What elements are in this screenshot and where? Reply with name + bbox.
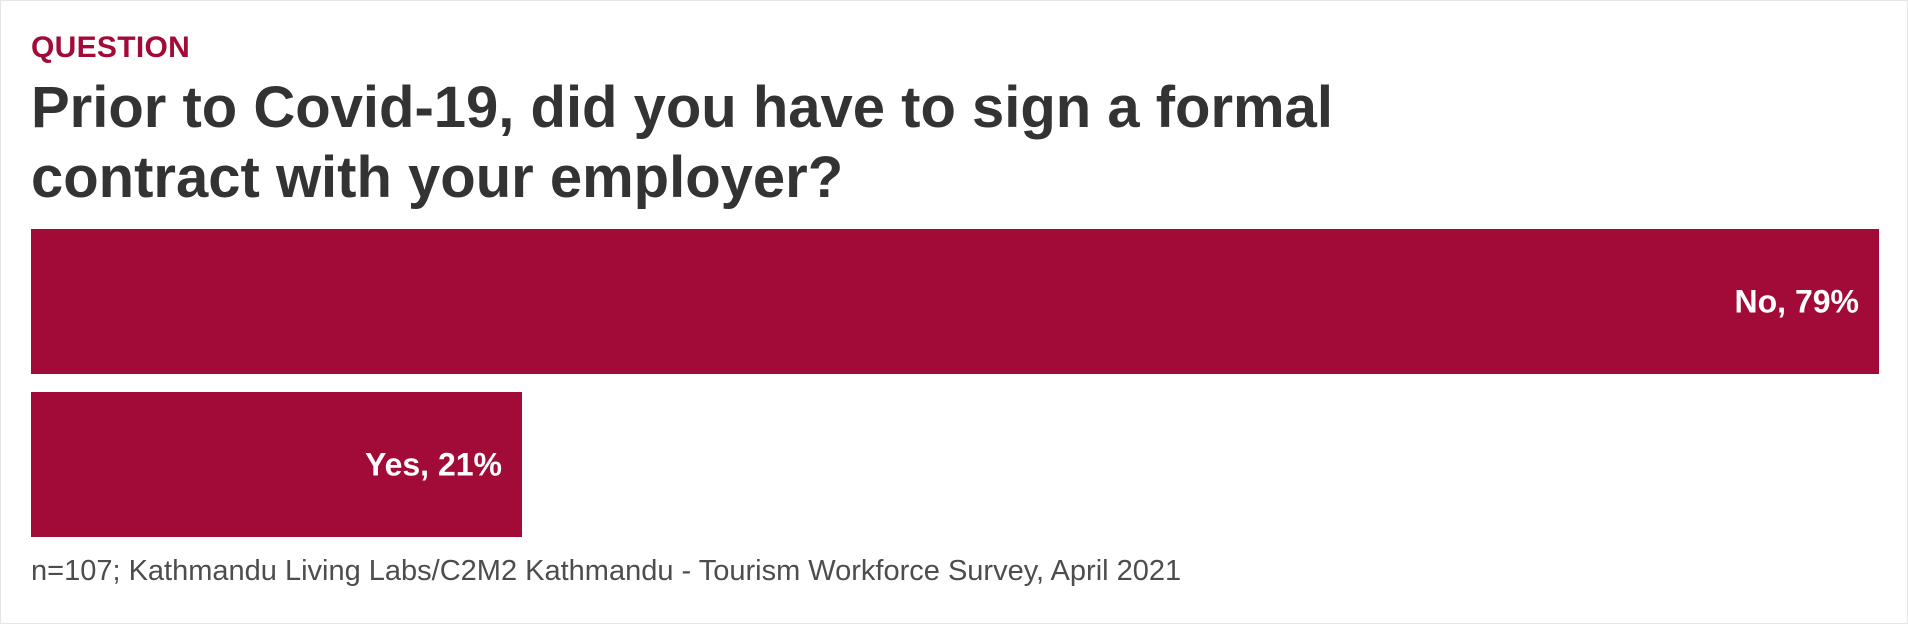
chart-title: Prior to Covid-19, did you have to sign … bbox=[31, 75, 1333, 210]
source-note: n=107; Kathmandu Living Labs/C2M2 Kathma… bbox=[31, 555, 1182, 587]
bar-yes bbox=[31, 392, 522, 537]
question-kicker: QUESTION bbox=[31, 31, 191, 64]
bar-label-no: No, 79% bbox=[1735, 284, 1859, 320]
bars-layer: No, 79% Yes, 21% bbox=[31, 229, 1879, 537]
bar-label-yes: Yes, 21% bbox=[365, 447, 502, 483]
bar-no bbox=[31, 229, 1879, 374]
